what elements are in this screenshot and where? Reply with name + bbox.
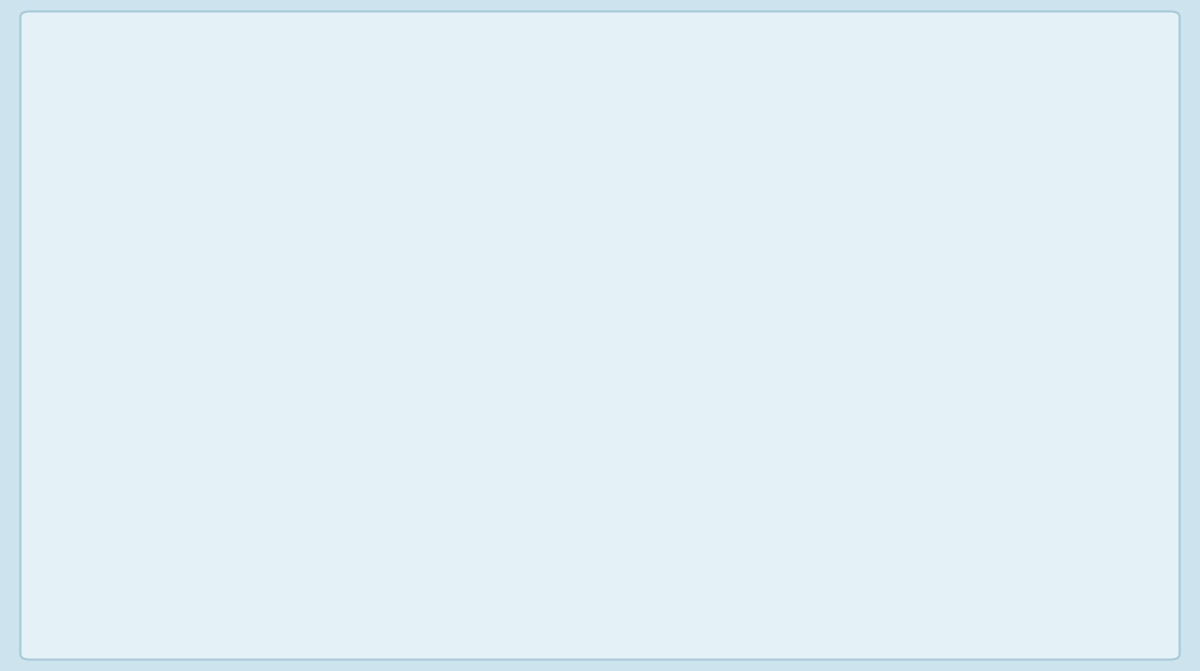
Text: (b) Yes, because the degree of numerator and denominator are not same: (b) Yes, because the degree of numerator… <box>66 258 830 278</box>
Ellipse shape <box>56 590 83 617</box>
Ellipse shape <box>56 450 83 476</box>
Text: b: b <box>115 594 128 614</box>
Text: ,  Is this a homogeneous equation? If you think so, what is your: , Is this a homogeneous equation? If you… <box>418 85 1078 105</box>
Text: a: a <box>115 500 128 520</box>
Text: $\dfrac{2xy + 3y^{2}}{x^{2} + 2xy}$: $\dfrac{2xy + 3y^{2}}{x^{2} + 2xy}$ <box>252 65 361 125</box>
Text: $\dfrac{dy}{dx}$: $\dfrac{dy}{dx}$ <box>162 72 192 119</box>
Text: =: = <box>230 83 250 107</box>
Text: (a) No, because the degree of each term is the same: (a) No, because the degree of each term … <box>66 201 618 221</box>
Text: (c) Yes, because the degree of numerator and denominator is 2: (c) Yes, because the degree of numerator… <box>66 315 728 336</box>
Text: c: c <box>115 547 127 567</box>
Text: d: d <box>115 453 128 473</box>
Text: suitable reason from the following: suitable reason from the following <box>106 141 462 161</box>
Text: Given: Given <box>90 85 150 105</box>
Ellipse shape <box>56 544 83 570</box>
Text: (d) None of these: (d) None of these <box>66 372 247 393</box>
Ellipse shape <box>56 497 83 523</box>
